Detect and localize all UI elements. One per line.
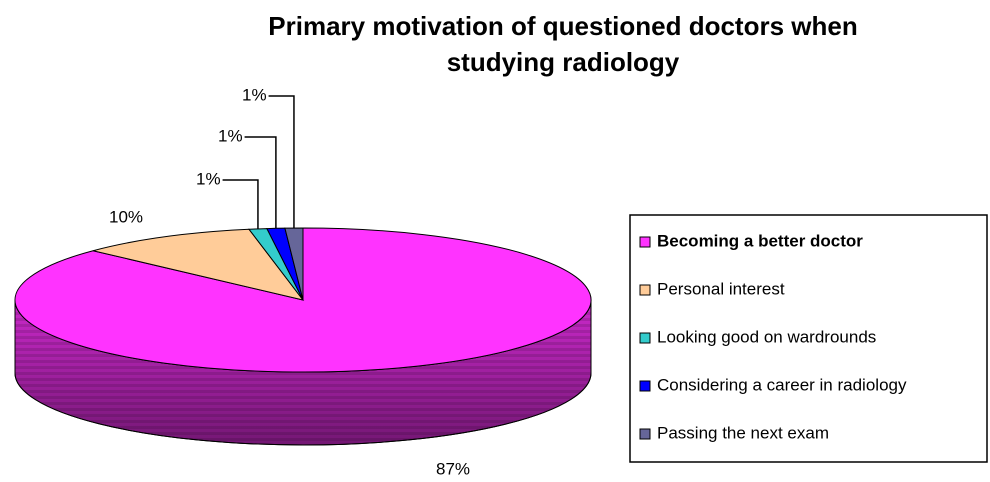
legend-label: Looking good on wardrounds [657,327,876,346]
leader-line [222,179,259,229]
data-label: 10% [109,207,143,226]
slice [92,228,305,301]
legend-label: Becoming a better doctor [657,231,863,250]
data-label: 1% [242,85,267,104]
data-label: 1% [218,126,243,145]
legend-swatch [639,236,651,248]
legend-swatch [639,428,651,440]
legend-label: Personal interest [657,279,785,298]
legend-swatch [639,332,651,344]
leader-line [244,136,277,229]
legend-label: Considering a career in radiology [657,375,907,394]
data-label: 1% [196,169,221,188]
legend-box [629,214,988,463]
legend-label: Passing the next exam [657,423,829,442]
leader-line [268,95,295,229]
legend-swatch [639,380,651,392]
legend-swatch [639,284,651,296]
chart-title: Primary motivation of questioned doctors… [268,11,858,77]
data-label: 87% [436,459,470,478]
